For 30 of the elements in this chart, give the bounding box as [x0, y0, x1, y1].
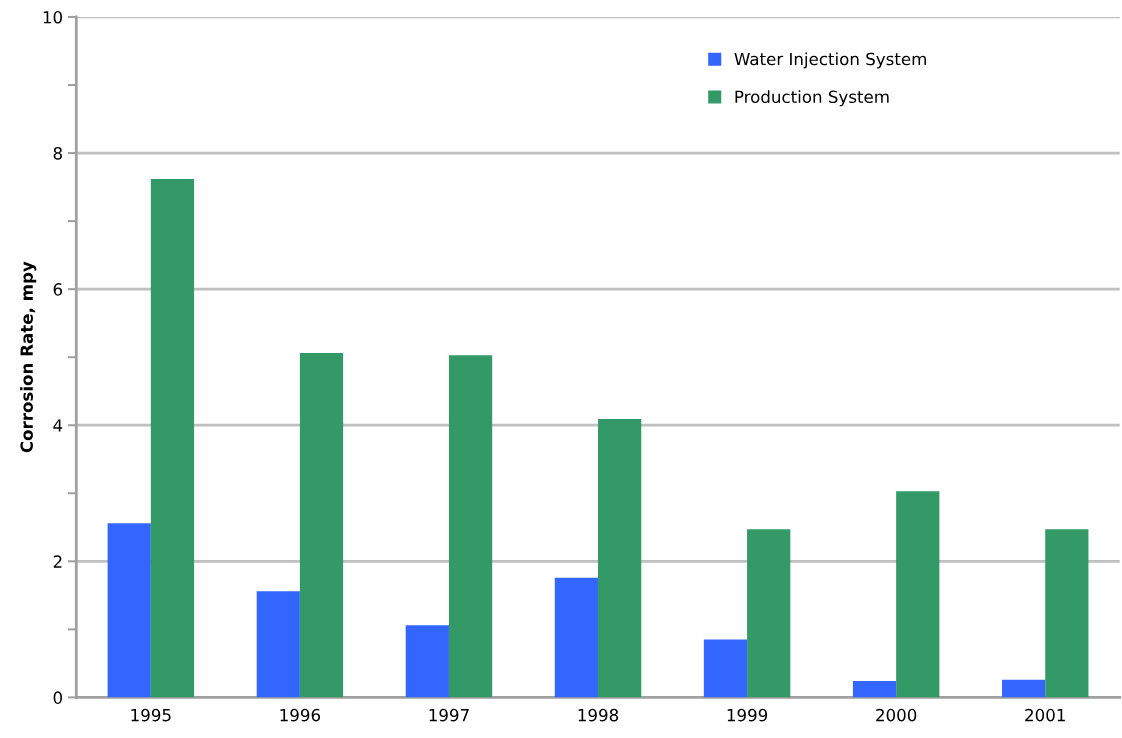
bar: [256, 591, 300, 698]
x-tick-label: 2001: [1025, 708, 1065, 722]
x-tick-label: 1995: [131, 708, 171, 722]
y-tick-label: 2: [53, 555, 62, 568]
bar: [150, 178, 195, 698]
bar: [1045, 529, 1089, 698]
y-tick-label: 10: [43, 10, 62, 24]
bar: [299, 353, 344, 698]
bar: [896, 491, 940, 698]
bar: [852, 681, 897, 698]
bar: [107, 523, 151, 698]
bar: [1001, 679, 1046, 698]
bar: [703, 639, 748, 698]
y-tick-label: 6: [53, 283, 63, 296]
legend-label: Production System: [735, 90, 889, 107]
x-tick-label: 1999: [727, 708, 768, 722]
x-tick-label: 1997: [429, 708, 469, 722]
legend-label: Water Injection System: [734, 52, 926, 69]
y-tick-label: 8: [53, 147, 62, 160]
bar: [598, 419, 642, 698]
bar: [554, 577, 599, 698]
x-tick-label: 1996: [280, 708, 321, 722]
x-tick-label: 1998: [578, 708, 619, 722]
bar: [405, 625, 449, 698]
y-axis-title: Corrosion Rate, mpy: [20, 261, 37, 453]
bar: [448, 355, 493, 698]
y-tick-label: 4: [53, 419, 63, 432]
x-tick-label: 2000: [876, 708, 917, 722]
y-tick-label: 0: [53, 691, 62, 704]
bar: [747, 529, 791, 698]
